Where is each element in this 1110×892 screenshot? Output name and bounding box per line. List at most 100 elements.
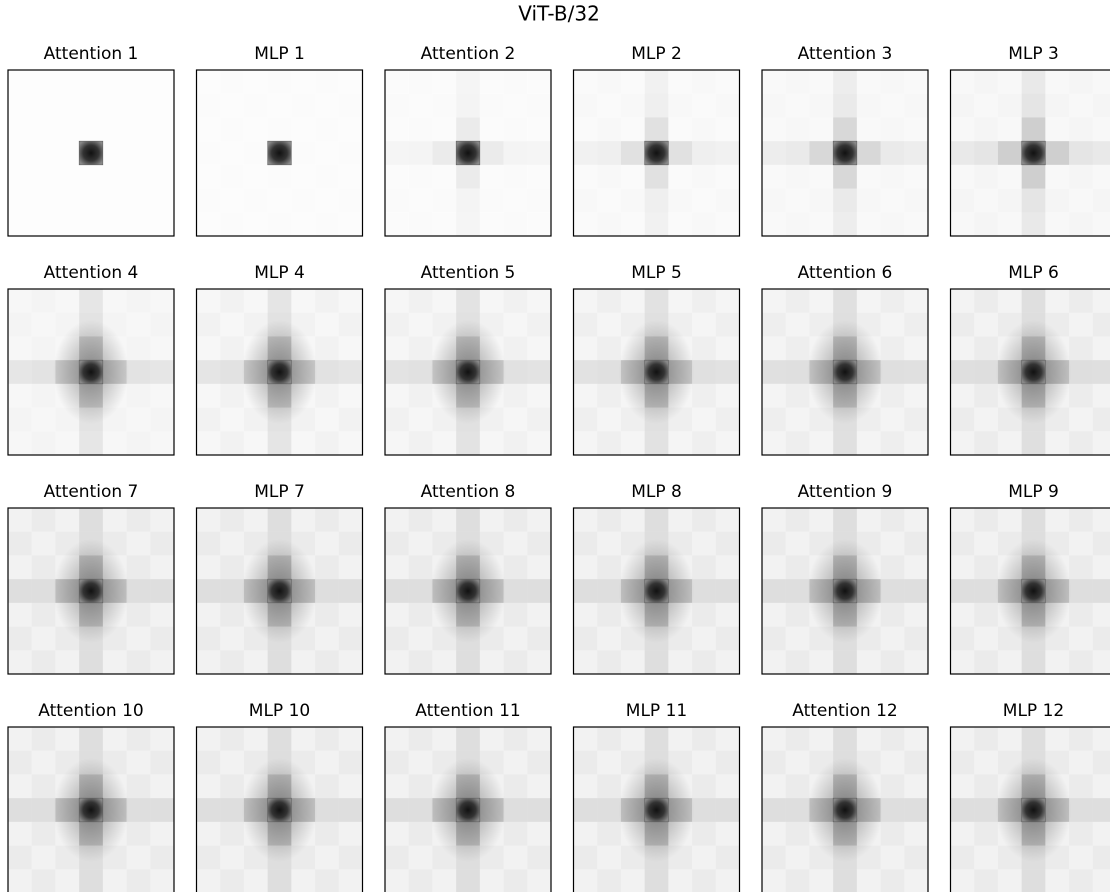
patch — [762, 431, 786, 455]
patch — [150, 774, 174, 799]
patch — [715, 821, 740, 846]
patch — [904, 70, 928, 94]
panel: Attention 8 — [384, 482, 552, 675]
patch — [196, 508, 221, 532]
panel: MLP 4 — [195, 263, 364, 456]
patch — [1092, 141, 1110, 165]
patch — [997, 508, 1022, 532]
patch — [1045, 289, 1070, 313]
patch — [762, 289, 786, 313]
patch — [268, 189, 292, 213]
patch — [456, 289, 480, 313]
patch — [785, 531, 810, 556]
patch — [715, 650, 740, 674]
patch — [620, 508, 645, 532]
patch — [338, 750, 363, 775]
patch — [244, 431, 268, 455]
patch — [621, 117, 645, 141]
patch — [32, 431, 56, 455]
patch — [527, 798, 551, 822]
patch — [150, 360, 174, 384]
patch — [504, 165, 528, 189]
patch — [1069, 117, 1093, 141]
patch — [597, 313, 621, 337]
patch — [31, 821, 56, 846]
patch — [267, 869, 292, 892]
panel: MLP 1 — [195, 44, 364, 237]
patch — [31, 602, 56, 627]
patch — [950, 383, 975, 408]
patch — [597, 408, 621, 432]
patch — [786, 70, 810, 94]
patch — [1069, 727, 1093, 751]
patch — [762, 602, 786, 627]
patch — [904, 336, 928, 360]
patch — [762, 626, 786, 651]
patch — [597, 289, 621, 313]
patch — [1069, 821, 1093, 846]
patch — [997, 650, 1022, 674]
patch — [881, 408, 905, 432]
patch — [220, 750, 244, 775]
patch — [833, 508, 857, 532]
patch — [456, 508, 480, 532]
patch — [762, 798, 786, 822]
patch — [715, 508, 740, 532]
patch — [385, 384, 409, 408]
patch — [974, 94, 998, 118]
patch — [998, 117, 1022, 141]
patch — [715, 312, 740, 337]
patch — [408, 602, 433, 627]
patch — [786, 408, 810, 432]
patch — [196, 798, 221, 822]
patch — [597, 531, 621, 556]
patch — [597, 212, 621, 236]
panel-title: MLP 12 — [1003, 701, 1064, 721]
panel-title: Attention 9 — [798, 482, 893, 502]
patch — [950, 312, 975, 337]
panel: Attention 12 — [761, 701, 929, 892]
patch — [668, 165, 692, 189]
patch — [196, 750, 221, 775]
patch — [504, 189, 528, 213]
patch — [573, 141, 598, 165]
patch — [597, 774, 621, 799]
patch — [692, 650, 716, 674]
patch — [644, 727, 669, 751]
patch — [243, 727, 268, 751]
patch — [315, 165, 339, 189]
patch — [692, 508, 716, 532]
patch — [880, 289, 905, 313]
patch — [716, 289, 740, 313]
patch — [762, 312, 786, 337]
patch — [385, 289, 409, 313]
patch — [315, 189, 339, 213]
patch — [998, 189, 1022, 213]
patch — [503, 650, 528, 674]
patch — [220, 727, 244, 751]
patch — [32, 408, 56, 432]
patch — [503, 750, 528, 775]
patch — [597, 750, 621, 775]
patch — [786, 94, 810, 118]
patch — [692, 289, 716, 313]
patch — [291, 869, 316, 892]
patch — [715, 774, 740, 799]
patch — [409, 94, 433, 118]
patch — [315, 313, 339, 337]
panel-frame — [7, 726, 175, 892]
patch — [432, 869, 457, 892]
panel: MLP 3 — [949, 44, 1110, 237]
panel: Attention 1 — [7, 44, 175, 237]
patch — [1069, 141, 1093, 165]
center-patch — [267, 797, 292, 823]
patch — [315, 555, 339, 580]
patch — [974, 869, 998, 892]
patch — [503, 727, 528, 751]
patch — [503, 336, 528, 361]
patch — [904, 626, 928, 651]
patch — [31, 727, 56, 751]
patch — [762, 555, 786, 580]
center-patch — [644, 578, 669, 604]
patch — [315, 798, 339, 822]
